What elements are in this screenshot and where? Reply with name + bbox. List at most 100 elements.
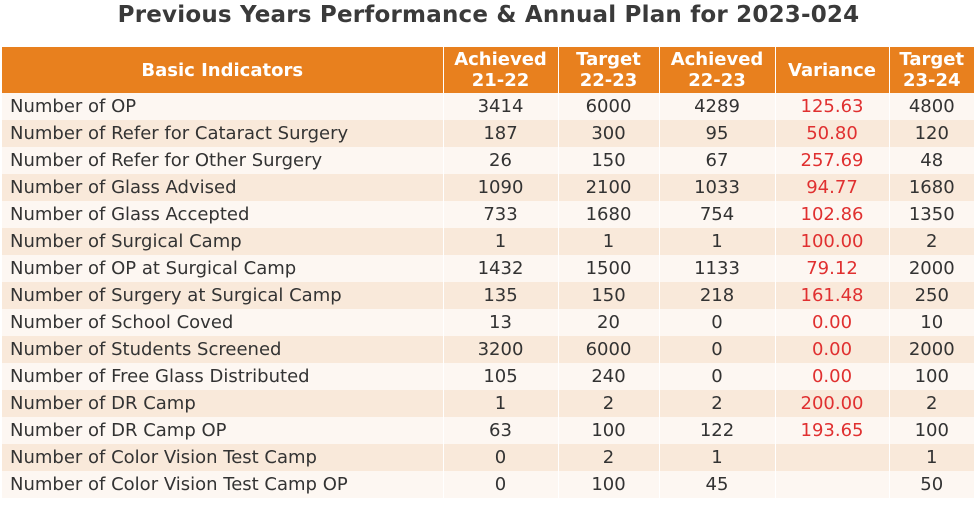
indicator-cell: Number of Students Screened (2, 336, 444, 363)
achieved-22-23-cell: 0 (659, 336, 776, 363)
indicator-cell: Number of Color Vision Test Camp (2, 444, 444, 471)
column-header-target-23-24: Target 23-24 (889, 47, 974, 93)
target-22-23-cell: 150 (558, 282, 660, 309)
achieved-21-22-cell: 0 (443, 444, 559, 471)
achieved-22-23-cell: 0 (659, 309, 776, 336)
target-23-24-cell: 100 (889, 417, 974, 444)
variance-cell (775, 444, 890, 471)
achieved-22-23-cell: 0 (659, 363, 776, 390)
target-22-23-cell: 6000 (558, 93, 660, 120)
target-22-23-cell: 2 (558, 444, 660, 471)
table-row: Number of OP at Surgical Camp 1432 1500 113… (2, 255, 974, 282)
achieved-21-22-cell: 1090 (443, 174, 559, 201)
achieved-22-23-cell: 95 (659, 120, 776, 147)
target-23-24-cell: 2000 (889, 336, 974, 363)
target-23-24-cell: 50 (889, 471, 974, 498)
variance-cell: 193.65 (775, 417, 890, 444)
achieved-21-22-cell: 63 (443, 417, 559, 444)
achieved-21-22-cell: 135 (443, 282, 559, 309)
table-row: Number of OP 3414 6000 4289 125.63 4800 (2, 93, 974, 120)
target-23-24-cell: 10 (889, 309, 974, 336)
variance-cell: 257.69 (775, 147, 890, 174)
achieved-21-22-cell: 1 (443, 390, 559, 417)
target-22-23-cell: 6000 (558, 336, 660, 363)
variance-cell: 125.63 (775, 93, 890, 120)
indicator-cell: Number of Glass Accepted (2, 201, 444, 228)
table-row: Number of Refer for Other Surgery 26 150 67… (2, 147, 974, 174)
achieved-22-23-cell: 1033 (659, 174, 776, 201)
achieved-21-22-cell: 0 (443, 471, 559, 498)
table-row: Number of Surgical Camp 1 1 1 100.00 2 (2, 228, 974, 255)
target-22-23-cell: 300 (558, 120, 660, 147)
variance-cell: 200.00 (775, 390, 890, 417)
achieved-21-22-cell: 187 (443, 120, 559, 147)
target-23-24-cell: 2000 (889, 255, 974, 282)
variance-cell: 0.00 (775, 336, 890, 363)
achieved-21-22-cell: 105 (443, 363, 559, 390)
indicator-cell: Number of School Coved (2, 309, 444, 336)
variance-cell: 79.12 (775, 255, 890, 282)
target-22-23-cell: 1500 (558, 255, 660, 282)
page-title: Previous Years Performance & Annual Plan… (117, 2, 860, 28)
table-row: Number of Students Screened 3200 6000 0 0.00… (2, 336, 974, 363)
indicator-cell: Number of Surgery at Surgical Camp (2, 282, 444, 309)
target-23-24-cell: 1680 (889, 174, 974, 201)
indicator-cell: Number of Refer for Other Surgery (2, 147, 444, 174)
indicator-cell: Number of Refer for Cataract Surgery (2, 120, 444, 147)
target-23-24-cell: 2 (889, 390, 974, 417)
indicator-cell: Number of Free Glass Distributed (2, 363, 444, 390)
variance-cell: 50.80 (775, 120, 890, 147)
achieved-21-22-cell: 1 (443, 228, 559, 255)
table-header: Basic Indicators Achieved 21-22 Target 22-… (2, 47, 974, 93)
table-row: Number of Color Vision Test Camp 0 2 1 1 (2, 444, 974, 471)
achieved-22-23-cell: 1 (659, 228, 776, 255)
target-23-24-cell: 2 (889, 228, 974, 255)
table-row: Number of Refer for Cataract Surgery 187 3… (2, 120, 974, 147)
achieved-22-23-cell: 122 (659, 417, 776, 444)
target-22-23-cell: 20 (558, 309, 660, 336)
target-23-24-cell: 100 (889, 363, 974, 390)
indicator-cell: Number of Color Vision Test Camp OP (2, 471, 444, 498)
indicator-cell: Number of OP (2, 93, 444, 120)
target-22-23-cell: 150 (558, 147, 660, 174)
target-23-24-cell: 250 (889, 282, 974, 309)
indicator-cell: Number of Surgical Camp (2, 228, 444, 255)
achieved-21-22-cell: 733 (443, 201, 559, 228)
indicator-cell: Number of DR Camp (2, 390, 444, 417)
table-row: Number of Free Glass Distributed 105 240 0 0… (2, 363, 974, 390)
table-row: Number of Glass Accepted 733 1680 754 102.86… (2, 201, 974, 228)
achieved-22-23-cell: 2 (659, 390, 776, 417)
target-23-24-cell: 4800 (889, 93, 974, 120)
achieved-22-23-cell: 218 (659, 282, 776, 309)
achieved-22-23-cell: 45 (659, 471, 776, 498)
indicator-cell: Number of OP at Surgical Camp (2, 255, 444, 282)
variance-cell: 161.48 (775, 282, 890, 309)
column-header-variance: Variance (775, 47, 890, 93)
target-22-23-cell: 100 (558, 471, 660, 498)
achieved-22-23-cell: 1 (659, 444, 776, 471)
achieved-21-22-cell: 26 (443, 147, 559, 174)
table-row: Number of Glass Advised 1090 2100 1033 94.77… (2, 174, 974, 201)
table-row: Number of Surgery at Surgical Camp 135 150… (2, 282, 974, 309)
achieved-22-23-cell: 1133 (659, 255, 776, 282)
table-body: Number of OP 3414 6000 4289 125.63 4800 Number… (2, 93, 974, 498)
achieved-21-22-cell: 13 (443, 309, 559, 336)
target-22-23-cell: 100 (558, 417, 660, 444)
achieved-21-22-cell: 3414 (443, 93, 559, 120)
table-row: Number of DR Camp OP 63 100 122 193.65 100 (2, 417, 974, 444)
achieved-21-22-cell: 1432 (443, 255, 559, 282)
variance-cell: 0.00 (775, 309, 890, 336)
table-row: Number of Color Vision Test Camp OP 0 100 4… (2, 471, 974, 498)
table-row: Number of School Coved 13 20 0 0.00 10 (2, 309, 974, 336)
column-header-achieved-21-22: Achieved 21-22 (443, 47, 559, 93)
achieved-21-22-cell: 3200 (443, 336, 559, 363)
variance-cell: 102.86 (775, 201, 890, 228)
target-22-23-cell: 1 (558, 228, 660, 255)
header-row: Basic Indicators Achieved 21-22 Target 22-… (2, 47, 974, 93)
column-header-basic-indicators: Basic Indicators (2, 47, 444, 93)
achieved-22-23-cell: 754 (659, 201, 776, 228)
variance-cell (775, 471, 890, 498)
indicator-cell: Number of DR Camp OP (2, 417, 444, 444)
target-22-23-cell: 2 (558, 390, 660, 417)
performance-table: Basic Indicators Achieved 21-22 Target 22-… (2, 47, 974, 498)
